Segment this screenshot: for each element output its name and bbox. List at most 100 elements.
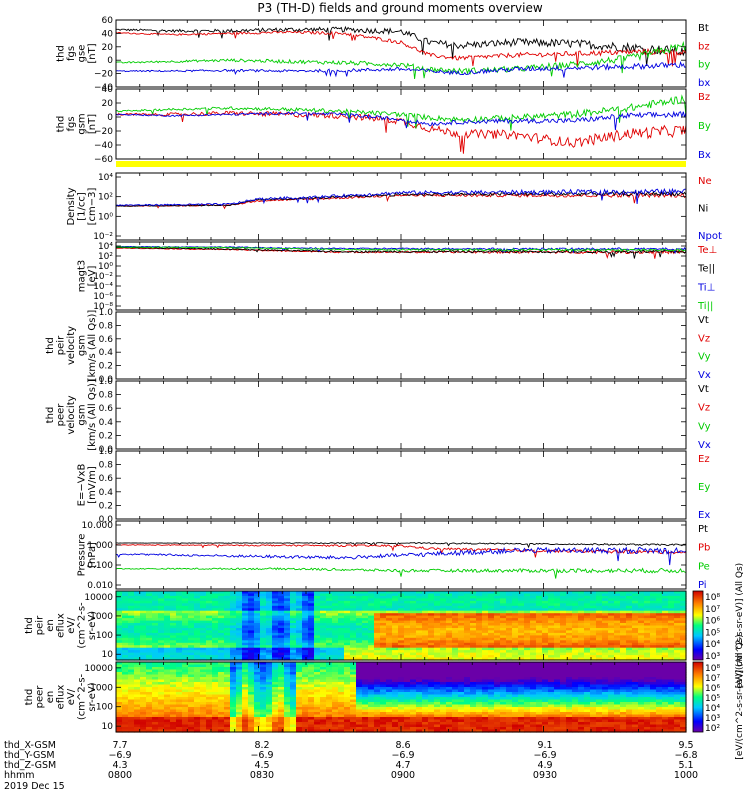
heatmap-cell xyxy=(632,615,639,619)
heatmap-cell xyxy=(410,615,417,619)
heatmap-cell xyxy=(416,729,423,733)
heatmap-cell xyxy=(650,618,657,622)
heatmap-cell xyxy=(248,697,255,701)
heatmap-cell xyxy=(398,699,405,703)
heatmap-cell xyxy=(164,591,171,595)
heatmap-cell xyxy=(206,697,213,701)
heatmap-cell xyxy=(248,674,255,678)
heatmap-cell xyxy=(158,623,165,627)
heatmap-cell xyxy=(122,687,129,691)
heatmap-cell xyxy=(584,625,591,629)
heatmap-cell xyxy=(266,712,273,716)
heatmap-cell xyxy=(434,625,441,629)
heatmap-cell xyxy=(404,719,411,723)
heatmap-cell xyxy=(308,620,315,624)
legend-entry: Vt xyxy=(698,315,709,326)
heatmap-cell xyxy=(176,645,183,649)
heatmap-cell xyxy=(194,717,201,721)
heatmap-cell xyxy=(674,655,681,659)
heatmap-cell xyxy=(386,647,393,651)
heatmap-cell xyxy=(272,674,279,678)
heatmap-cell xyxy=(362,712,369,716)
heatmap-cell xyxy=(464,615,471,619)
heatmap-cell xyxy=(512,637,519,641)
heatmap-cell xyxy=(176,704,183,708)
heatmap-cell xyxy=(206,714,213,718)
heatmap-cell xyxy=(152,610,159,614)
heatmap-cell xyxy=(326,722,333,726)
heatmap-cell xyxy=(152,722,159,726)
heatmap-cell xyxy=(512,603,519,607)
heatmap-cell xyxy=(278,669,285,673)
heatmap-cell xyxy=(404,591,411,595)
heatmap-cell xyxy=(116,600,123,604)
heatmap-cell xyxy=(560,628,567,632)
heatmap-cell xyxy=(338,652,345,656)
heatmap-cell xyxy=(362,657,369,661)
heatmap-cell xyxy=(332,598,339,602)
legend-entry: Bx xyxy=(698,150,711,161)
heatmap-cell xyxy=(170,650,177,654)
heatmap-cell xyxy=(248,603,255,607)
heatmap-cell xyxy=(290,608,297,612)
heatmap-cell xyxy=(548,598,555,602)
heatmap-cell xyxy=(554,650,561,654)
heatmap-cell xyxy=(326,598,333,602)
heatmap-cell xyxy=(266,623,273,627)
heatmap-cell xyxy=(428,593,435,597)
heatmap-cell xyxy=(152,603,159,607)
heatmap-cell xyxy=(152,712,159,716)
heatmap-cell xyxy=(272,702,279,706)
heatmap-cell xyxy=(350,679,357,683)
heatmap-cell xyxy=(368,684,375,688)
heatmap-cell xyxy=(164,615,171,619)
heatmap-cell xyxy=(194,608,201,612)
heatmap-cell xyxy=(404,615,411,619)
heatmap-cell xyxy=(320,667,327,671)
heatmap-cell xyxy=(644,652,651,656)
heatmap-cell xyxy=(668,623,675,627)
heatmap-cell xyxy=(206,628,213,632)
heatmap-cell xyxy=(602,605,609,609)
heatmap-cell xyxy=(242,647,249,651)
heatmap-cell xyxy=(218,593,225,597)
heatmap-cell xyxy=(146,623,153,627)
heatmap-cell xyxy=(236,722,243,726)
heatmap-cell xyxy=(134,637,141,641)
heatmap-cell xyxy=(476,593,483,597)
heatmap-cell xyxy=(194,591,201,595)
heatmap-cell xyxy=(332,719,339,723)
heatmap-cell xyxy=(176,672,183,676)
heatmap-cell xyxy=(170,672,177,676)
heatmap-cell xyxy=(446,682,453,686)
heatmap-cell xyxy=(320,709,327,713)
heatmap-cell xyxy=(182,595,189,599)
heatmap-cell xyxy=(566,628,573,632)
heatmap-cell xyxy=(332,707,339,711)
heatmap-cell xyxy=(326,600,333,604)
heatmap-cell xyxy=(182,610,189,614)
heatmap-cell xyxy=(128,600,135,604)
heatmap-cell xyxy=(656,655,663,659)
heatmap-cell xyxy=(542,652,549,656)
heatmap-cell xyxy=(380,674,387,678)
heatmap-cell xyxy=(200,603,207,607)
heatmap-cell xyxy=(380,694,387,698)
heatmap-cell xyxy=(398,608,405,612)
heatmap-cell xyxy=(338,677,345,681)
heatmap-cell xyxy=(140,628,147,632)
heatmap-cell xyxy=(530,608,537,612)
heatmap-cell xyxy=(380,647,387,651)
heatmap-cell xyxy=(500,635,507,639)
heatmap-cell xyxy=(236,702,243,706)
heatmap-cell xyxy=(452,591,459,595)
heatmap-cell xyxy=(188,707,195,711)
heatmap-cell xyxy=(206,598,213,602)
heatmap-cell xyxy=(398,610,405,614)
heatmap-cell xyxy=(266,593,273,597)
heatmap-cell xyxy=(212,704,219,708)
heatmap-cell xyxy=(116,669,123,673)
heatmap-cell xyxy=(140,722,147,726)
heatmap-cell xyxy=(350,615,357,619)
heatmap-cell xyxy=(260,591,267,595)
